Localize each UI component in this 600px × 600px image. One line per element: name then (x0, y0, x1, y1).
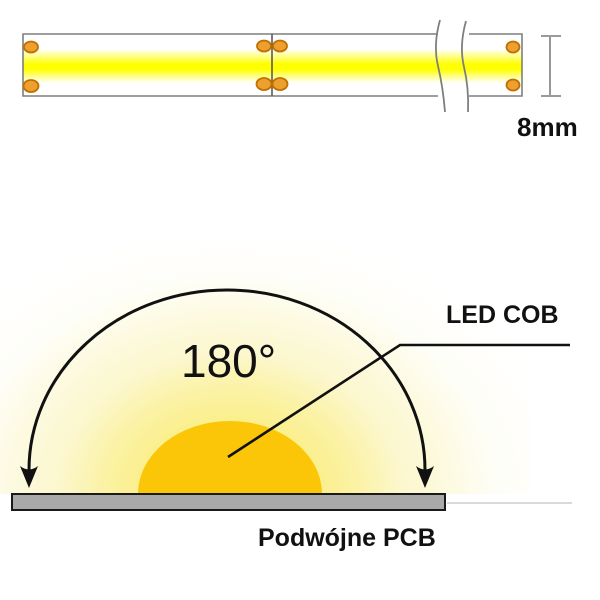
strip-outline-left (22, 33, 438, 97)
solder-pad (256, 39, 272, 53)
pcb-bar (11, 493, 446, 511)
arrow-down-left-icon (20, 466, 38, 488)
solder-pad (22, 79, 40, 93)
width-dimension (541, 35, 561, 97)
strip-break-right-curve (461, 20, 470, 113)
strip-top-view (22, 19, 561, 113)
solder-pad (271, 77, 289, 91)
beam-arc (27, 288, 427, 471)
pcb-label: Podwójne PCB (258, 524, 436, 552)
solder-pad (272, 39, 288, 53)
led-cob-label: LED COB (446, 301, 559, 329)
solder-pad (505, 40, 521, 54)
arrow-down-right-icon (416, 466, 434, 488)
strip-break-left-curve (435, 19, 446, 113)
beam-angle-diagram (11, 288, 572, 511)
led-cob-leader-line (227, 343, 570, 459)
strip-outline-right (469, 33, 523, 97)
solder-pad (255, 77, 273, 91)
strip-width-label: 8mm (517, 112, 578, 142)
beam-angle-label: 180° (181, 335, 277, 387)
solder-pad (23, 40, 39, 54)
solder-pad (505, 78, 521, 92)
led-dome (138, 421, 322, 494)
